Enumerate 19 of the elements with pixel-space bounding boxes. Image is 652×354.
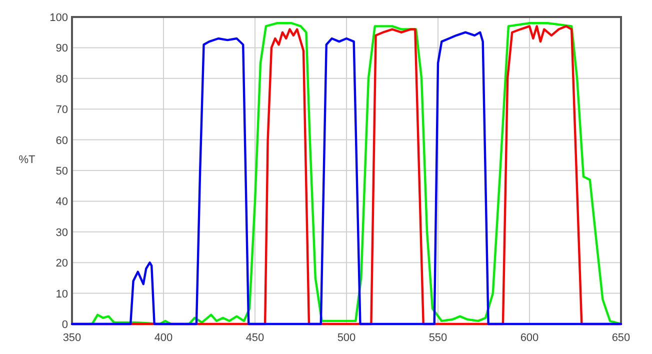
y-tick-label: 20 [56, 258, 68, 270]
x-tick-label: 400 [154, 332, 173, 344]
x-tick-label: 600 [520, 332, 539, 344]
x-tick-label: 550 [428, 332, 448, 344]
y-tick-label: 10 [56, 288, 68, 300]
y-axis-title: %T [18, 154, 36, 166]
y-tick-label: 40 [56, 196, 68, 208]
y-tick-label: 30 [56, 226, 68, 239]
x-tick-label: 350 [62, 332, 82, 344]
x-tick-label: 500 [337, 332, 356, 344]
y-tick-label: 90 [56, 42, 68, 55]
y-tick-label: 70 [56, 104, 68, 116]
y-tick-label: 100 [50, 12, 68, 24]
y-tick-label: 50 [56, 166, 68, 178]
x-tick-label: 650 [612, 332, 630, 344]
x-tick-label: 450 [246, 332, 264, 344]
y-tick-label: 0 [62, 319, 68, 331]
y-tick-label: 60 [56, 134, 68, 147]
y-tick-label: 80 [56, 73, 68, 86]
